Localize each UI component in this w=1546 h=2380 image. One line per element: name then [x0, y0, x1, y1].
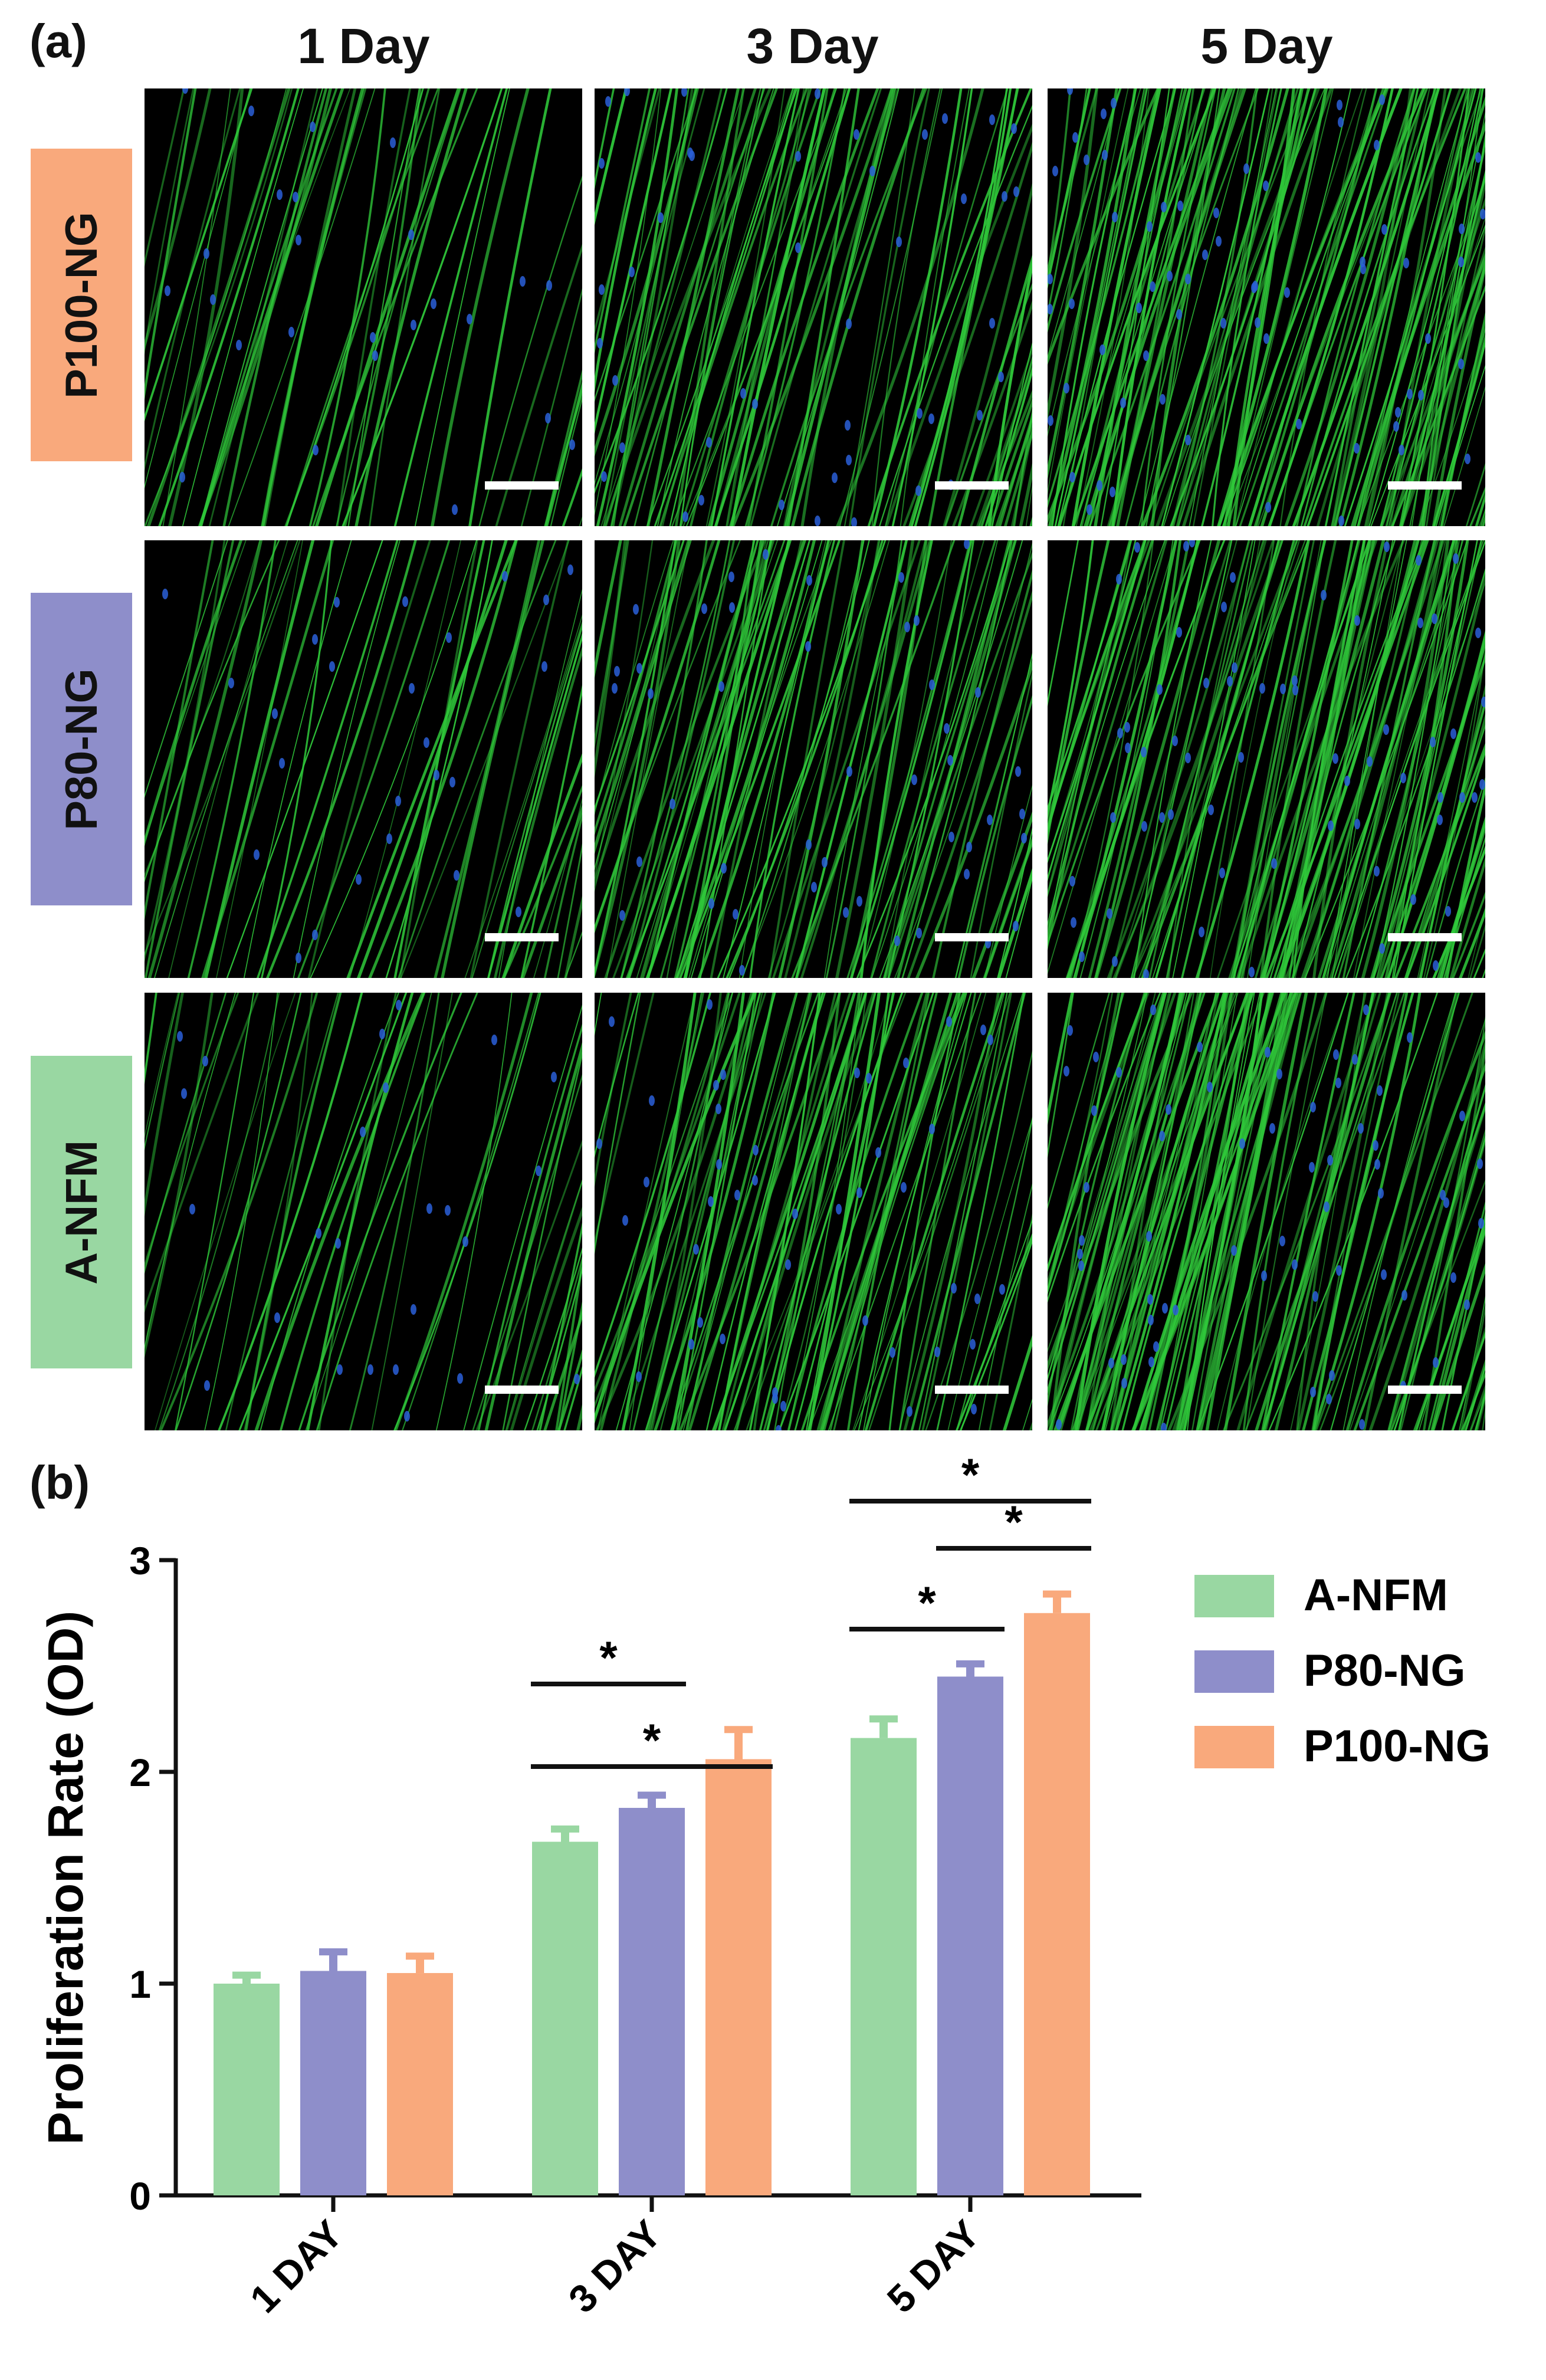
row-label-p80-ng: P80-NG: [31, 593, 132, 905]
bar-a-nfm-0: [214, 1984, 280, 2195]
scale-bar: [1388, 933, 1462, 941]
row-label-p100-ng: P100-NG: [31, 149, 132, 461]
scale-bar: [485, 481, 559, 490]
bar-p100-ng-1: [705, 1759, 772, 2195]
column-label-day3: 3 Day: [746, 18, 879, 74]
y-axis-label: Proliferation Rate (OD): [38, 1611, 93, 2145]
panel-b-label: (b): [29, 1456, 90, 1509]
scale-bar: [1388, 1386, 1462, 1394]
x-tick-label: 5 DAY: [878, 2212, 988, 2322]
y-tick-label: 2: [129, 1751, 151, 1794]
legend-label-p100-ng: P100-NG: [1304, 1721, 1491, 1771]
proliferation-bar-chart: 0 1 2 3 Proliferation Rate (OD) 1 DAY 3 DAY 5 D…: [38, 1449, 1491, 2322]
column-label-day5: 5 Day: [1200, 18, 1333, 74]
significance-star: *: [1005, 1496, 1023, 1548]
legend-swatch-p100-ng: [1194, 1726, 1274, 1768]
micrograph-a-nfm-day3: [595, 993, 1032, 1430]
significance-star: *: [643, 1714, 661, 1766]
y-tick-label: 3: [129, 1539, 151, 1583]
row-label-text: A-NFM: [56, 1140, 107, 1285]
scale-bar: [485, 933, 559, 941]
x-tick-label: 1 DAY: [241, 2212, 351, 2322]
micrograph-p80-ng-day5: [1048, 540, 1485, 978]
micrograph-p100-ng-day5: [1048, 88, 1485, 526]
legend-label-a-nfm: A-NFM: [1304, 1570, 1448, 1620]
column-label-day1: 1 Day: [297, 18, 430, 74]
scale-bar: [1388, 481, 1462, 490]
legend-swatch-a-nfm: [1194, 1575, 1274, 1617]
scale-bar: [935, 1386, 1009, 1394]
legend-swatch-p80-ng: [1194, 1650, 1274, 1693]
bar-p80-ng-0: [300, 1971, 366, 2195]
significance-star: *: [599, 1631, 618, 1683]
micrograph-p100-ng-day3: [595, 88, 1032, 526]
scale-bar: [485, 1386, 559, 1394]
micrograph-p80-ng-day1: [145, 540, 582, 978]
panel-a-label: (a): [29, 15, 87, 67]
y-tick-label: 0: [129, 2174, 151, 2218]
significance-star: *: [961, 1449, 980, 1501]
micrograph-p100-ng-day1: [145, 88, 582, 526]
bar-p80-ng-1: [619, 1808, 685, 2195]
bar-a-nfm-1: [532, 1841, 598, 2195]
significance-star: *: [918, 1577, 936, 1629]
row-label-text: P80-NG: [56, 668, 107, 830]
scale-bar: [935, 481, 1009, 490]
row-label-a-nfm: A-NFM: [31, 1056, 132, 1368]
bar-p80-ng-2: [937, 1676, 1003, 2195]
bar-p100-ng-0: [387, 1973, 453, 2195]
micrograph-p80-ng-day3: [595, 540, 1032, 978]
scale-bar: [935, 933, 1009, 941]
bar-a-nfm-2: [851, 1738, 917, 2195]
row-label-text: P100-NG: [56, 211, 107, 399]
micrograph-a-nfm-day5: [1048, 993, 1485, 1430]
micrograph-a-nfm-day1: [145, 993, 582, 1430]
legend-label-p80-ng: P80-NG: [1304, 1646, 1466, 1696]
bar-p100-ng-2: [1024, 1613, 1090, 2195]
y-tick-label: 1: [129, 1962, 151, 2006]
x-tick-label: 3 DAY: [560, 2212, 669, 2322]
